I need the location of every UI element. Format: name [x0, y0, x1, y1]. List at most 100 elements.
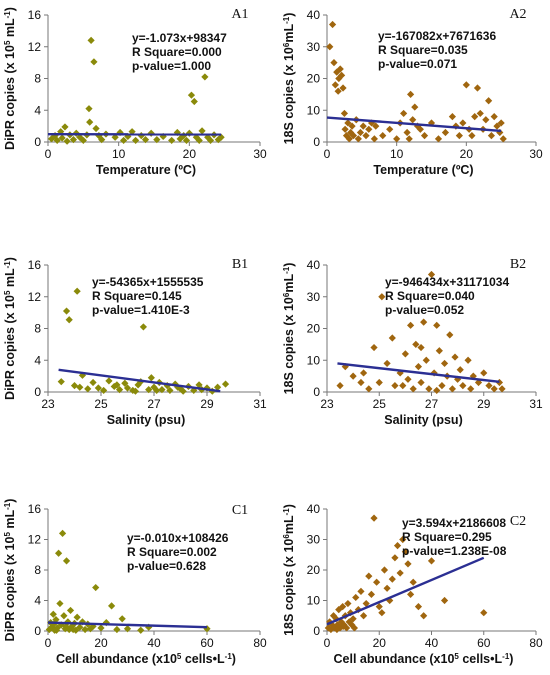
data-point [78, 618, 87, 626]
data-point [90, 58, 98, 66]
data-point [487, 132, 496, 140]
data-point [76, 383, 84, 391]
data-point [145, 386, 153, 394]
data-point [388, 334, 396, 342]
data-point [459, 382, 467, 390]
data-point [407, 590, 415, 598]
x-tick-label: 40 [425, 636, 439, 650]
regression-stat: p-value=1.000 [132, 59, 211, 73]
data-point [440, 596, 449, 605]
data-point [396, 369, 404, 377]
data-point [493, 122, 501, 130]
data-point [345, 135, 353, 143]
data-point [464, 356, 472, 364]
data-point [471, 113, 479, 121]
y-tick-label: 12 [28, 533, 42, 547]
data-point [357, 587, 365, 595]
y-tick-label: 20 [307, 563, 321, 577]
data-point [137, 626, 145, 634]
data-point [55, 549, 63, 557]
data-point [214, 383, 222, 391]
data-point [179, 387, 187, 395]
data-point [485, 382, 493, 390]
data-point [446, 331, 454, 339]
y-tick-label: 8 [34, 563, 41, 577]
data-point [69, 625, 77, 634]
data-point [378, 609, 386, 617]
data-point [141, 136, 150, 144]
data-point [86, 118, 94, 126]
y-tick-label: 0 [313, 135, 320, 149]
data-point [201, 73, 209, 81]
data-point [367, 590, 376, 598]
data-point [153, 136, 161, 144]
data-point [111, 133, 119, 141]
data-point [98, 136, 106, 144]
x-axis-label: Temperature (ºC) [373, 163, 473, 177]
data-point [365, 572, 373, 580]
panel-a1: 0 4 8 12 16 0 10 20 30 Temperature (ºC) DiPR copie… [3, 7, 267, 177]
data-point [337, 618, 345, 626]
data-point [433, 321, 441, 329]
data-point [417, 343, 425, 352]
regression-stat: y=-54365x+1555535 [92, 275, 204, 289]
data-point [62, 622, 70, 631]
data-point [66, 606, 75, 615]
data-point [348, 122, 356, 130]
data-point [407, 90, 415, 98]
data-point [94, 384, 102, 392]
data-point [100, 386, 108, 395]
x-tick-label: 10 [390, 147, 404, 161]
data-point [497, 119, 505, 127]
x-tick-label: 30 [529, 147, 543, 161]
regression-stat: p-value=1.238E-08 [402, 544, 507, 558]
x-tick-label: 80 [253, 636, 267, 650]
data-point [400, 109, 408, 118]
data-point [490, 113, 498, 121]
data-point [134, 381, 142, 389]
data-point [441, 128, 450, 137]
panel-c2: 0 10 20 30 40 0 20 40 60 80 Cell abundance (x105 c… [282, 502, 543, 666]
y-axis-label: DiPR copies (x 105 mL-1) [3, 7, 18, 150]
data-point [344, 599, 352, 608]
y-tick-label: 16 [28, 258, 42, 272]
data-point [383, 584, 391, 592]
data-point [485, 97, 493, 105]
data-point [326, 618, 334, 626]
data-point [438, 382, 446, 390]
data-point [411, 103, 419, 111]
data-point [89, 378, 97, 387]
data-point [420, 612, 428, 620]
data-point [474, 378, 483, 387]
regression-stat: y=-1.073x+98347 [132, 31, 227, 45]
data-point [359, 612, 368, 620]
data-point [190, 386, 198, 395]
data-point [427, 270, 436, 279]
data-point [354, 606, 362, 614]
y-axis-label: 18S copies (x 106mL-1) [282, 13, 297, 145]
regression-line [337, 362, 500, 384]
data-point [198, 127, 206, 135]
x-tick-label: 20 [183, 147, 197, 161]
data-point [388, 575, 396, 583]
data-point [496, 128, 504, 137]
y-tick-label: 10 [307, 594, 321, 608]
data-point [373, 578, 381, 586]
data-point [57, 378, 65, 386]
data-point [352, 593, 360, 602]
y-tick-label: 30 [307, 40, 321, 54]
regression-line [326, 556, 485, 626]
y-tick-label: 40 [307, 258, 321, 272]
data-point [50, 620, 58, 628]
data-point [49, 610, 57, 618]
y-tick-label: 16 [28, 8, 42, 22]
y-tick-label: 12 [28, 40, 42, 54]
data-point [455, 132, 463, 140]
data-point [386, 125, 394, 133]
data-point [420, 132, 429, 140]
data-point [359, 369, 368, 377]
data-point [131, 387, 140, 395]
data-point [118, 615, 126, 623]
data-point [380, 566, 389, 574]
